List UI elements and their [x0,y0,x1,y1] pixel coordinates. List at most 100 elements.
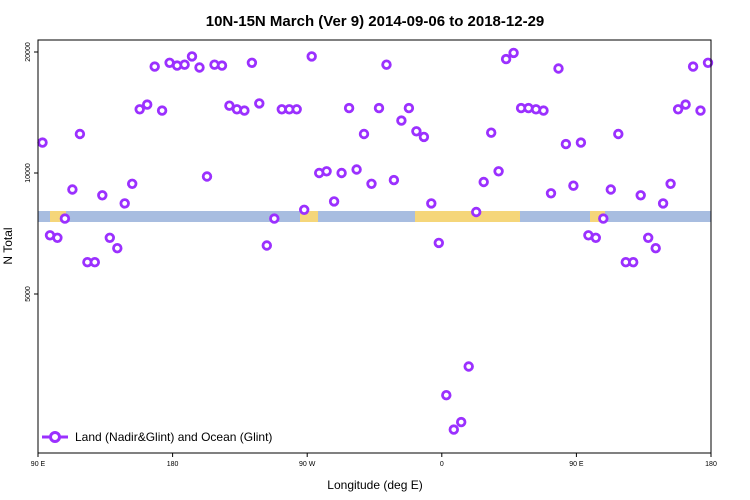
data-point [687,61,699,72]
data-point [508,47,519,59]
data-point [538,105,549,116]
data-point [97,190,108,201]
data-point [500,53,512,65]
data-point [411,126,422,137]
data-point [553,63,564,74]
x-tick-label: 180 [167,461,179,468]
x-axis-label: Longitude (deg E) [327,478,422,492]
data-point [605,184,616,195]
data-point [343,102,355,114]
data-point [321,166,332,177]
land-segment [50,211,66,222]
data-point [134,104,145,115]
data-point [433,237,444,249]
data-point [486,127,497,138]
data-point [239,105,250,116]
data-point [403,102,415,114]
data-point [680,99,691,110]
data-point [471,206,482,218]
data-point [418,131,430,143]
data-point [74,128,86,140]
y-axis-label: N Total [1,227,15,264]
data-point [358,128,370,140]
data-point [126,178,138,189]
data-point [291,104,302,115]
land-segment [415,211,520,222]
data-point [545,188,557,199]
data-point [463,361,474,372]
y-tick-label: 10000 [25,163,32,183]
data-point [328,196,340,207]
data-point [201,171,213,182]
data-point [194,62,205,73]
data-point [448,424,459,435]
data-point [657,198,669,209]
plot-frame [37,39,712,454]
data-point [179,59,190,70]
data-point [89,257,100,268]
data-point [665,178,676,189]
data-point [37,137,48,148]
legend-label: Land (Nadir&Glint) and Ocean (Glint) [75,430,272,444]
data-point [493,166,504,177]
data-point [568,180,579,191]
data-point [575,137,587,148]
data-point [119,198,130,209]
data-point [635,190,646,201]
data-point [695,105,706,116]
data-point [388,174,400,186]
data-point [112,242,123,254]
chart-title: 10N-15N March (Ver 9) 2014-09-06 to 2018… [206,13,545,30]
data-point [269,213,280,224]
data-point [306,51,317,62]
legend-marker [49,431,61,443]
data-point [186,51,198,62]
data-point [104,232,115,243]
data-point [373,102,385,114]
data-point [246,57,258,68]
data-point [381,59,392,70]
data-point [149,61,160,72]
data-point [351,164,362,175]
data-point [590,232,601,243]
x-tick-label: 90 W [299,461,316,468]
data-point [478,176,489,188]
data-point [441,390,452,401]
x-tick-label: 90 E [31,461,46,468]
data-point [336,167,347,179]
legend: Land (Nadir&Glint) and Ocean (Glint) [42,430,272,444]
y-tick-label: 5000 [25,286,32,302]
y-axis-ticks: 5000 10000 20000 [25,42,38,302]
data-point [456,416,467,428]
ocean-band [38,211,711,222]
x-axis-ticks: 90 E 180 90 W 0 90 E 180 [31,453,717,468]
data-point [216,60,228,71]
data-point [650,242,661,254]
x-tick-label: 0 [440,461,444,468]
data-point [254,98,265,109]
data-point [396,115,407,126]
land-segment [300,211,318,222]
x-tick-label: 90 E [569,461,584,468]
data-point [426,198,437,209]
data-point [67,184,78,195]
data-point [613,128,624,140]
data-point [366,178,377,189]
land-ocean-band [38,211,711,222]
data-point [299,204,310,215]
data-point [52,232,63,243]
land-segment [590,211,605,222]
x-tick-label: 180 [705,461,717,468]
data-point [59,213,71,224]
data-point [628,257,639,268]
data-point [156,105,168,116]
data-point [702,57,714,68]
data-point [672,104,684,115]
data-point [643,232,654,243]
data-point [560,138,572,150]
data-point [598,213,609,224]
data-points [37,47,714,435]
data-point [141,99,153,110]
data-point [261,240,272,251]
